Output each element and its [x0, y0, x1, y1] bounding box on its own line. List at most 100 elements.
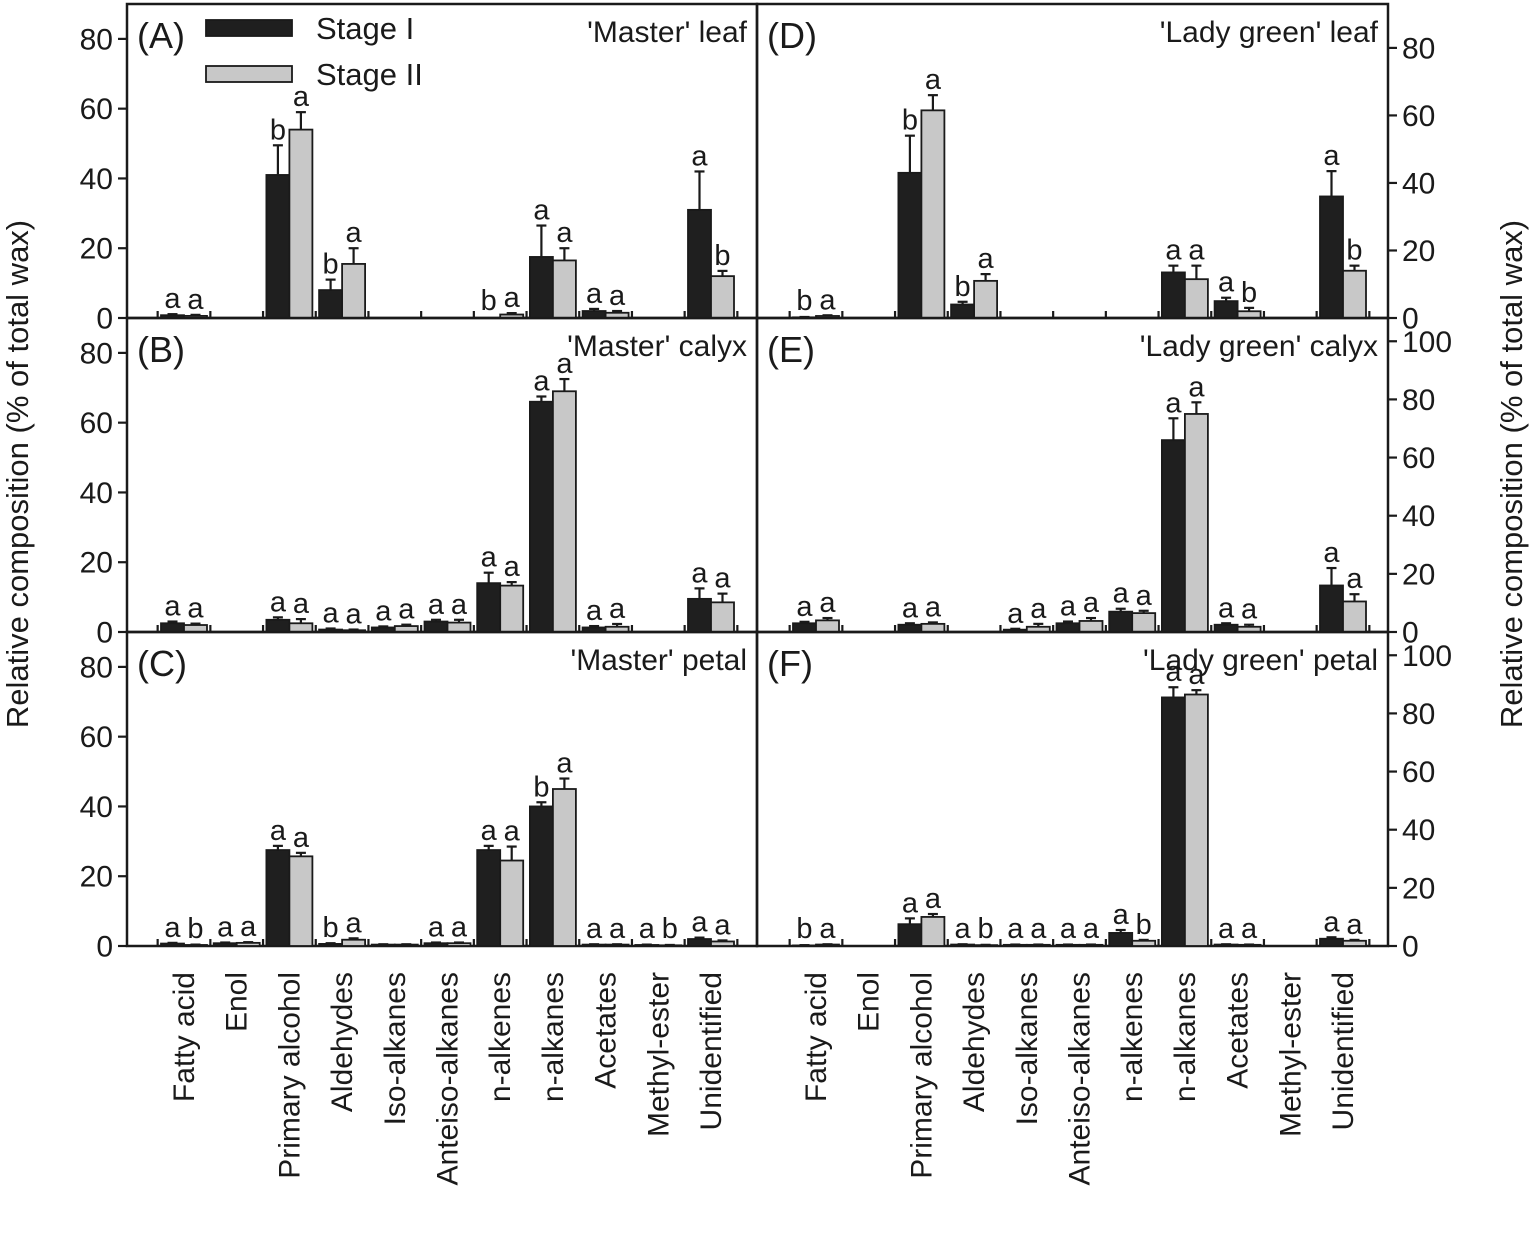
significance-letter: a — [1218, 592, 1235, 624]
significance-letter: b — [978, 913, 994, 945]
significance-letter: a — [691, 140, 708, 172]
significance-letter: b — [662, 913, 678, 945]
significance-letter: b — [796, 913, 812, 945]
panel-label: (F) — [767, 643, 813, 684]
bar — [710, 275, 735, 319]
significance-letter: a — [586, 595, 603, 627]
panel-frame — [125, 2, 759, 320]
bar — [1078, 620, 1104, 633]
bar — [897, 171, 923, 319]
panel-label: (C) — [137, 643, 187, 684]
significance-letter: a — [1165, 656, 1182, 688]
significance-letter: a — [1241, 594, 1258, 626]
significance-letter: a — [1323, 906, 1340, 938]
panel-frame — [125, 316, 759, 634]
y-tick-label: 100 — [1402, 640, 1452, 673]
bar — [897, 923, 923, 947]
significance-letter: b — [481, 285, 497, 317]
panel-title: 'Master' petal — [570, 644, 747, 677]
bar — [212, 942, 238, 947]
significance-letter: a — [1007, 913, 1024, 945]
legend-label: Stage I — [316, 11, 414, 46]
significance-letter: b — [1346, 235, 1362, 267]
bar — [687, 208, 712, 319]
bar — [423, 620, 449, 633]
bar — [318, 289, 344, 319]
bar — [973, 279, 998, 319]
significance-letter: a — [1165, 235, 1182, 267]
significance-letter: a — [714, 909, 731, 941]
bar — [1184, 693, 1209, 947]
significance-letter: a — [428, 589, 445, 621]
category-label: n-alkanes — [537, 972, 570, 1102]
bar — [235, 941, 261, 947]
significance-letter: a — [796, 591, 813, 623]
significance-letter: a — [1188, 371, 1205, 403]
panel-title: 'Lady green' petal — [1143, 644, 1378, 677]
y-tick-label: 40 — [1402, 167, 1435, 200]
significance-letter: a — [819, 913, 836, 945]
y-tick-label: 60 — [80, 93, 113, 126]
significance-letter: a — [1165, 387, 1182, 419]
y-tick-label: 20 — [80, 233, 113, 266]
significance-letter: a — [504, 816, 521, 848]
significance-letter: a — [1113, 578, 1130, 610]
panel-label: (B) — [137, 329, 185, 370]
category-label: Anteiso-alkanes — [1064, 972, 1097, 1185]
category-label: Iso-alkanes — [379, 972, 412, 1125]
y-tick-label: 20 — [1402, 235, 1435, 268]
significance-letter: a — [556, 217, 573, 249]
bar — [1342, 939, 1367, 947]
bar — [1319, 937, 1344, 947]
category-label: Enol — [221, 972, 254, 1032]
legend-label: Stage II — [316, 57, 423, 92]
significance-letter: a — [925, 591, 942, 623]
bar — [920, 109, 946, 319]
significance-letter: a — [504, 282, 521, 314]
bar — [1131, 612, 1157, 633]
y-tick-label: 40 — [80, 163, 113, 196]
significance-letter: a — [1188, 235, 1205, 267]
significance-letter: a — [293, 81, 310, 113]
significance-letter: a — [691, 557, 708, 589]
y-tick-label: 0 — [96, 617, 113, 650]
panel-frame — [755, 2, 1390, 320]
significance-letter: a — [609, 593, 626, 625]
y-tick-label: 40 — [80, 477, 113, 510]
y-tick-label: 0 — [96, 931, 113, 964]
legend-swatch — [205, 19, 293, 37]
significance-letter: a — [217, 912, 234, 944]
category-label: Primary alcohol — [273, 972, 306, 1179]
significance-letter: a — [346, 907, 363, 939]
significance-letter: a — [714, 563, 731, 595]
bar — [160, 622, 185, 633]
y-tick-label: 60 — [1402, 756, 1435, 789]
significance-letter: a — [609, 280, 626, 312]
significance-letter: a — [164, 912, 181, 944]
y-tick-label: 0 — [1402, 617, 1419, 650]
series-stage-2: aab a a baa a — [815, 659, 1367, 947]
significance-letter: a — [902, 887, 919, 919]
significance-letter: a — [187, 284, 204, 316]
bar — [792, 622, 817, 633]
category-labels: Fatty acid Enol Primary alcohol Aldehydes Is… — [168, 972, 1360, 1185]
category-label: Anteiso-alkanes — [432, 972, 465, 1185]
significance-letter: a — [504, 551, 521, 583]
significance-letter: a — [1323, 537, 1340, 569]
y-tick-label: 20 — [80, 547, 113, 580]
significance-letter: a — [1083, 587, 1100, 619]
significance-letter: b — [796, 285, 812, 317]
bar — [446, 621, 472, 633]
significance-letter: a — [1323, 140, 1340, 172]
significance-letter: a — [398, 594, 415, 626]
bar — [950, 303, 975, 319]
bar — [288, 128, 314, 319]
